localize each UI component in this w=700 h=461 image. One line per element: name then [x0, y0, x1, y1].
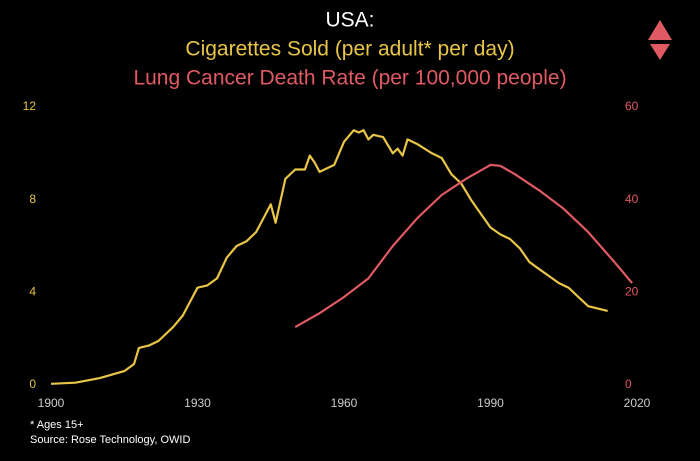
y-tick-label: 8 [29, 192, 36, 206]
y-tick-label: 12 [23, 99, 37, 113]
source: Source: Rose Technology, OWID [30, 434, 190, 446]
x-tick-label: 1930 [184, 396, 211, 410]
y2-tick-label: 40 [625, 192, 639, 206]
series-line [294, 163, 633, 329]
x-tick-label: 1900 [38, 396, 65, 410]
subtitle: Cigarettes Sold (per adult* per day) [185, 38, 514, 61]
y2-tick-label: 0 [625, 377, 632, 391]
x-tick-label: 1990 [477, 396, 504, 410]
x-tick-label: 1960 [331, 396, 358, 410]
y-tick-label: 0 [29, 377, 36, 391]
logo [648, 20, 672, 60]
y2-tick-label: 20 [625, 285, 639, 299]
y-tick-label: 4 [29, 285, 36, 299]
chart-title: USA: [325, 9, 374, 32]
y2-tick-label: 60 [625, 99, 639, 113]
subtitle: Lung Cancer Death Rate (per 100,000 peop… [133, 67, 566, 90]
x-tick-label: 2020 [624, 396, 651, 410]
series-line [50, 129, 608, 385]
footnote: * Ages 15+ [30, 419, 84, 431]
